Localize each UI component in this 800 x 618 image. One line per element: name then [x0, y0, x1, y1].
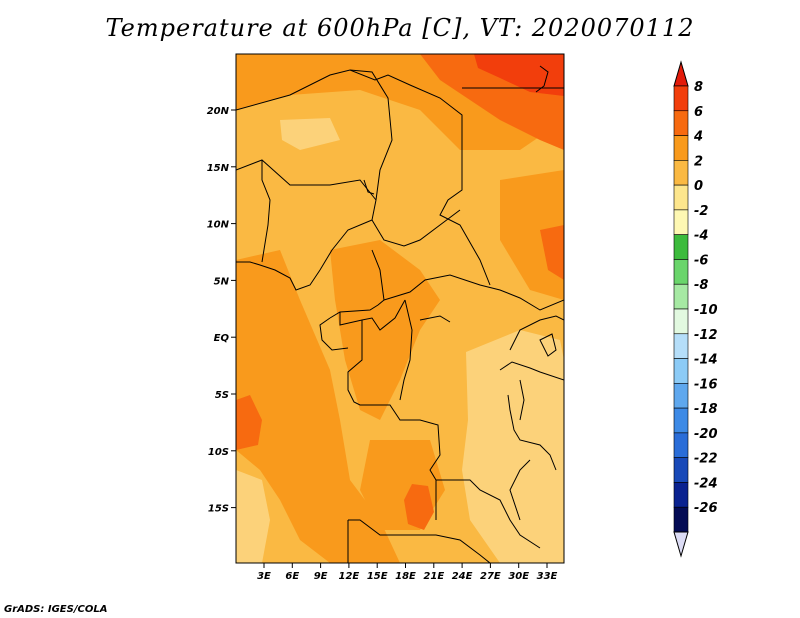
field-hotter-region: [474, 54, 564, 96]
colorbar-swatch: [673, 506, 689, 533]
colorbar-swatch: [673, 259, 689, 285]
colorbar-label: -10: [694, 303, 718, 318]
colorbar-label: 4: [693, 130, 703, 145]
border-line: [339, 299, 406, 331]
lon-tick-label: 24E: [452, 571, 473, 582]
colorbar-swatch: [673, 383, 689, 409]
colorbar-swatch: [673, 234, 689, 260]
colorbar-swatch: [673, 135, 689, 161]
lat-tick-label: 20N: [207, 106, 230, 117]
credit-text: GrADS: IGES/COLA: [4, 604, 108, 615]
colorbar-label: 0: [694, 179, 703, 194]
colorbar-label: -22: [694, 452, 718, 467]
colorbar-bottom-arrow: [673, 531, 689, 558]
border-line: [236, 219, 373, 291]
longitude-axis: 3E 6E 9E 12E 15E 18E 21E 24E 27E 30E 33E: [257, 563, 558, 582]
lon-tick-label: 12E: [339, 571, 360, 582]
colorbar-label: -14: [694, 353, 718, 368]
colorbar-label: -18: [694, 402, 718, 417]
border-line: [509, 459, 531, 521]
border-line: [439, 115, 491, 286]
field-hot-region: [540, 225, 564, 280]
border-line: [347, 320, 441, 520]
border-line: [349, 69, 461, 247]
lat-tick-label: 5N: [214, 276, 230, 287]
field-dark-region: [236, 250, 400, 563]
lat-tick-label: 15S: [208, 504, 229, 515]
colorbar-swatch: [673, 482, 689, 508]
lon-tick-label: 30E: [508, 571, 529, 582]
colorbar-swatch: [673, 160, 689, 186]
colorbar-label: -16: [694, 377, 718, 392]
border-line: [519, 379, 525, 421]
border-line: [499, 361, 564, 381]
border-line: [363, 179, 375, 195]
lat-tick-label: EQ: [214, 333, 230, 344]
colorbar-label: -6: [694, 253, 708, 268]
border-line: [383, 274, 564, 311]
colorbar-swatch: [673, 407, 689, 434]
border-line: [319, 317, 349, 351]
field-light-region: [280, 118, 340, 150]
border-line: [399, 299, 413, 401]
border-line: [535, 65, 549, 93]
lon-tick-label: 9E: [314, 571, 328, 582]
border-line: [348, 519, 491, 563]
colorbar-label: -24: [694, 476, 718, 491]
map-frame: [235, 53, 565, 564]
colorbar-swatch: [673, 283, 689, 310]
colorbar-label: -2: [694, 204, 708, 219]
field-hot-region: [236, 395, 262, 450]
lat-tick-label: 15N: [207, 163, 230, 174]
lon-tick-label: 33E: [537, 571, 558, 582]
colorbar-swatch: [673, 457, 689, 483]
lon-tick-label: 27E: [480, 571, 501, 582]
colorbar-label: 2: [694, 154, 703, 169]
colorbar-label: -12: [694, 328, 718, 343]
border-line: [539, 333, 557, 357]
field-dark-region: [330, 240, 440, 420]
lon-tick-label: 6E: [285, 571, 299, 582]
latitude-axis: 20N 15N 10N 5N EQ 5S 10S 15S: [207, 106, 236, 515]
lat-tick-label: 10N: [207, 220, 230, 231]
border-line: [236, 159, 377, 201]
lon-tick-label: 15E: [367, 571, 388, 582]
colorbar-swatch: [673, 110, 689, 136]
border-line: [261, 160, 271, 263]
colorbar-label: 8: [694, 80, 703, 95]
border-line: [236, 69, 463, 130]
colorbar-label: -20: [694, 427, 718, 442]
lat-tick-label: 5S: [215, 390, 229, 401]
colorbar: 8 6 4 2 0 -2 -4 -6 -8 -10 -12 -14 -16 -18 -20 -22 -24 -26: [673, 60, 718, 558]
lon-tick-label: 18E: [395, 571, 416, 582]
colorbar-swatch: [673, 209, 689, 235]
colorbar-swatch: [673, 358, 689, 384]
colorbar-swatch: [673, 184, 689, 211]
border-line: [436, 479, 541, 549]
border-line: [507, 394, 557, 471]
field-light-region: [462, 330, 564, 563]
colorbar-label: -26: [694, 501, 718, 516]
lon-tick-label: 3E: [257, 571, 271, 582]
field-light-region: [236, 470, 270, 563]
map-title: Temperature at 600hPa [C], VT: 202007011…: [105, 14, 695, 42]
colorbar-label: -4: [694, 229, 708, 244]
lon-tick-label: 21E: [423, 571, 444, 582]
country-borders: [236, 65, 564, 563]
border-line: [509, 315, 564, 351]
colorbar-label: 6: [694, 105, 703, 120]
colorbar-top-arrow: [673, 60, 689, 87]
border-line: [419, 315, 451, 323]
lat-tick-label: 10S: [208, 447, 229, 458]
colorbar-label: -8: [694, 278, 708, 293]
colorbar-swatch: [673, 432, 689, 458]
field-hot-region: [404, 484, 434, 530]
colorbar-swatch: [673, 333, 689, 359]
colorbar-swatch: [673, 85, 689, 112]
colorbar-swatch: [673, 308, 689, 335]
